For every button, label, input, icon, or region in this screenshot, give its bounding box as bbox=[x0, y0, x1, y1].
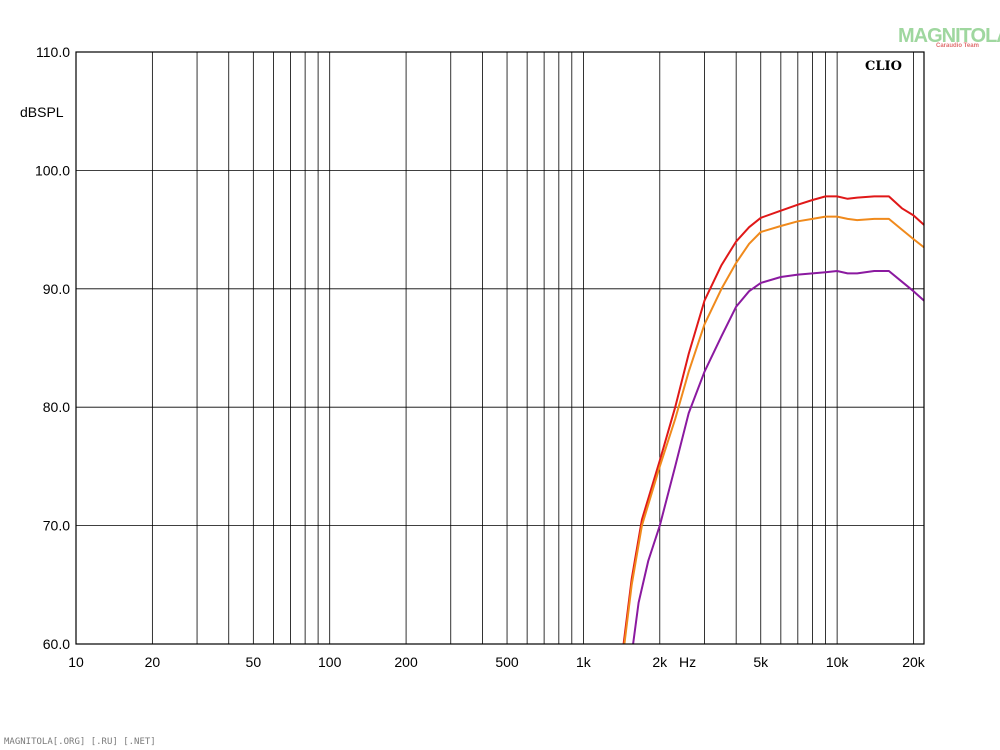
x-tick-label: 100 bbox=[318, 654, 342, 670]
x-tick-labels: 10 20 50 100 200 500 1k 2k 5k 10k 20k bbox=[68, 654, 926, 670]
plot-frame bbox=[75, 51, 925, 645]
svg-text:MAGNITOLA: MAGNITOLA bbox=[898, 25, 1000, 47]
svg-text:Caraudio Team: Caraudio Team bbox=[936, 43, 979, 49]
footer-text: MAGNITOLA[.ORG] [.RU] [.NET] bbox=[4, 737, 156, 747]
x-tick-label: 2k bbox=[652, 654, 668, 670]
clio-brand-label: CLIO bbox=[865, 59, 902, 74]
x-tick-label: 1k bbox=[576, 654, 592, 670]
y-tick-label: 110.0 bbox=[36, 44, 70, 60]
series-line-1 bbox=[622, 195, 925, 645]
magnitola-watermark: MAGNITOLA Caraudio Team bbox=[898, 25, 1000, 49]
y-tick-label: 70.0 bbox=[43, 518, 70, 534]
y-tick-label: 100.0 bbox=[35, 162, 70, 178]
x-tick-label: 10 bbox=[68, 654, 84, 670]
series-layer bbox=[622, 195, 925, 645]
y-tick-label: 80.0 bbox=[43, 399, 70, 415]
series-line-2 bbox=[623, 215, 925, 645]
x-tick-label: 20 bbox=[145, 654, 161, 670]
x-tick-label: 500 bbox=[495, 654, 519, 670]
x-tick-label: 200 bbox=[394, 654, 418, 670]
y-axis-label: dBSPL bbox=[20, 104, 64, 120]
y-tick-labels: 60.0 70.0 80.0 90.0 100.0 110.0 bbox=[35, 44, 70, 652]
x-axis-unit: Hz bbox=[679, 654, 696, 670]
x-tick-label: 10k bbox=[826, 654, 850, 670]
x-tick-label: 50 bbox=[246, 654, 262, 670]
x-tick-label: 5k bbox=[753, 654, 769, 670]
y-tick-label: 90.0 bbox=[43, 281, 70, 297]
y-tick-label: 60.0 bbox=[43, 636, 70, 652]
x-tick-label: 20k bbox=[902, 654, 926, 670]
grid-lines bbox=[76, 51, 924, 645]
series-line-3 bbox=[632, 270, 925, 645]
